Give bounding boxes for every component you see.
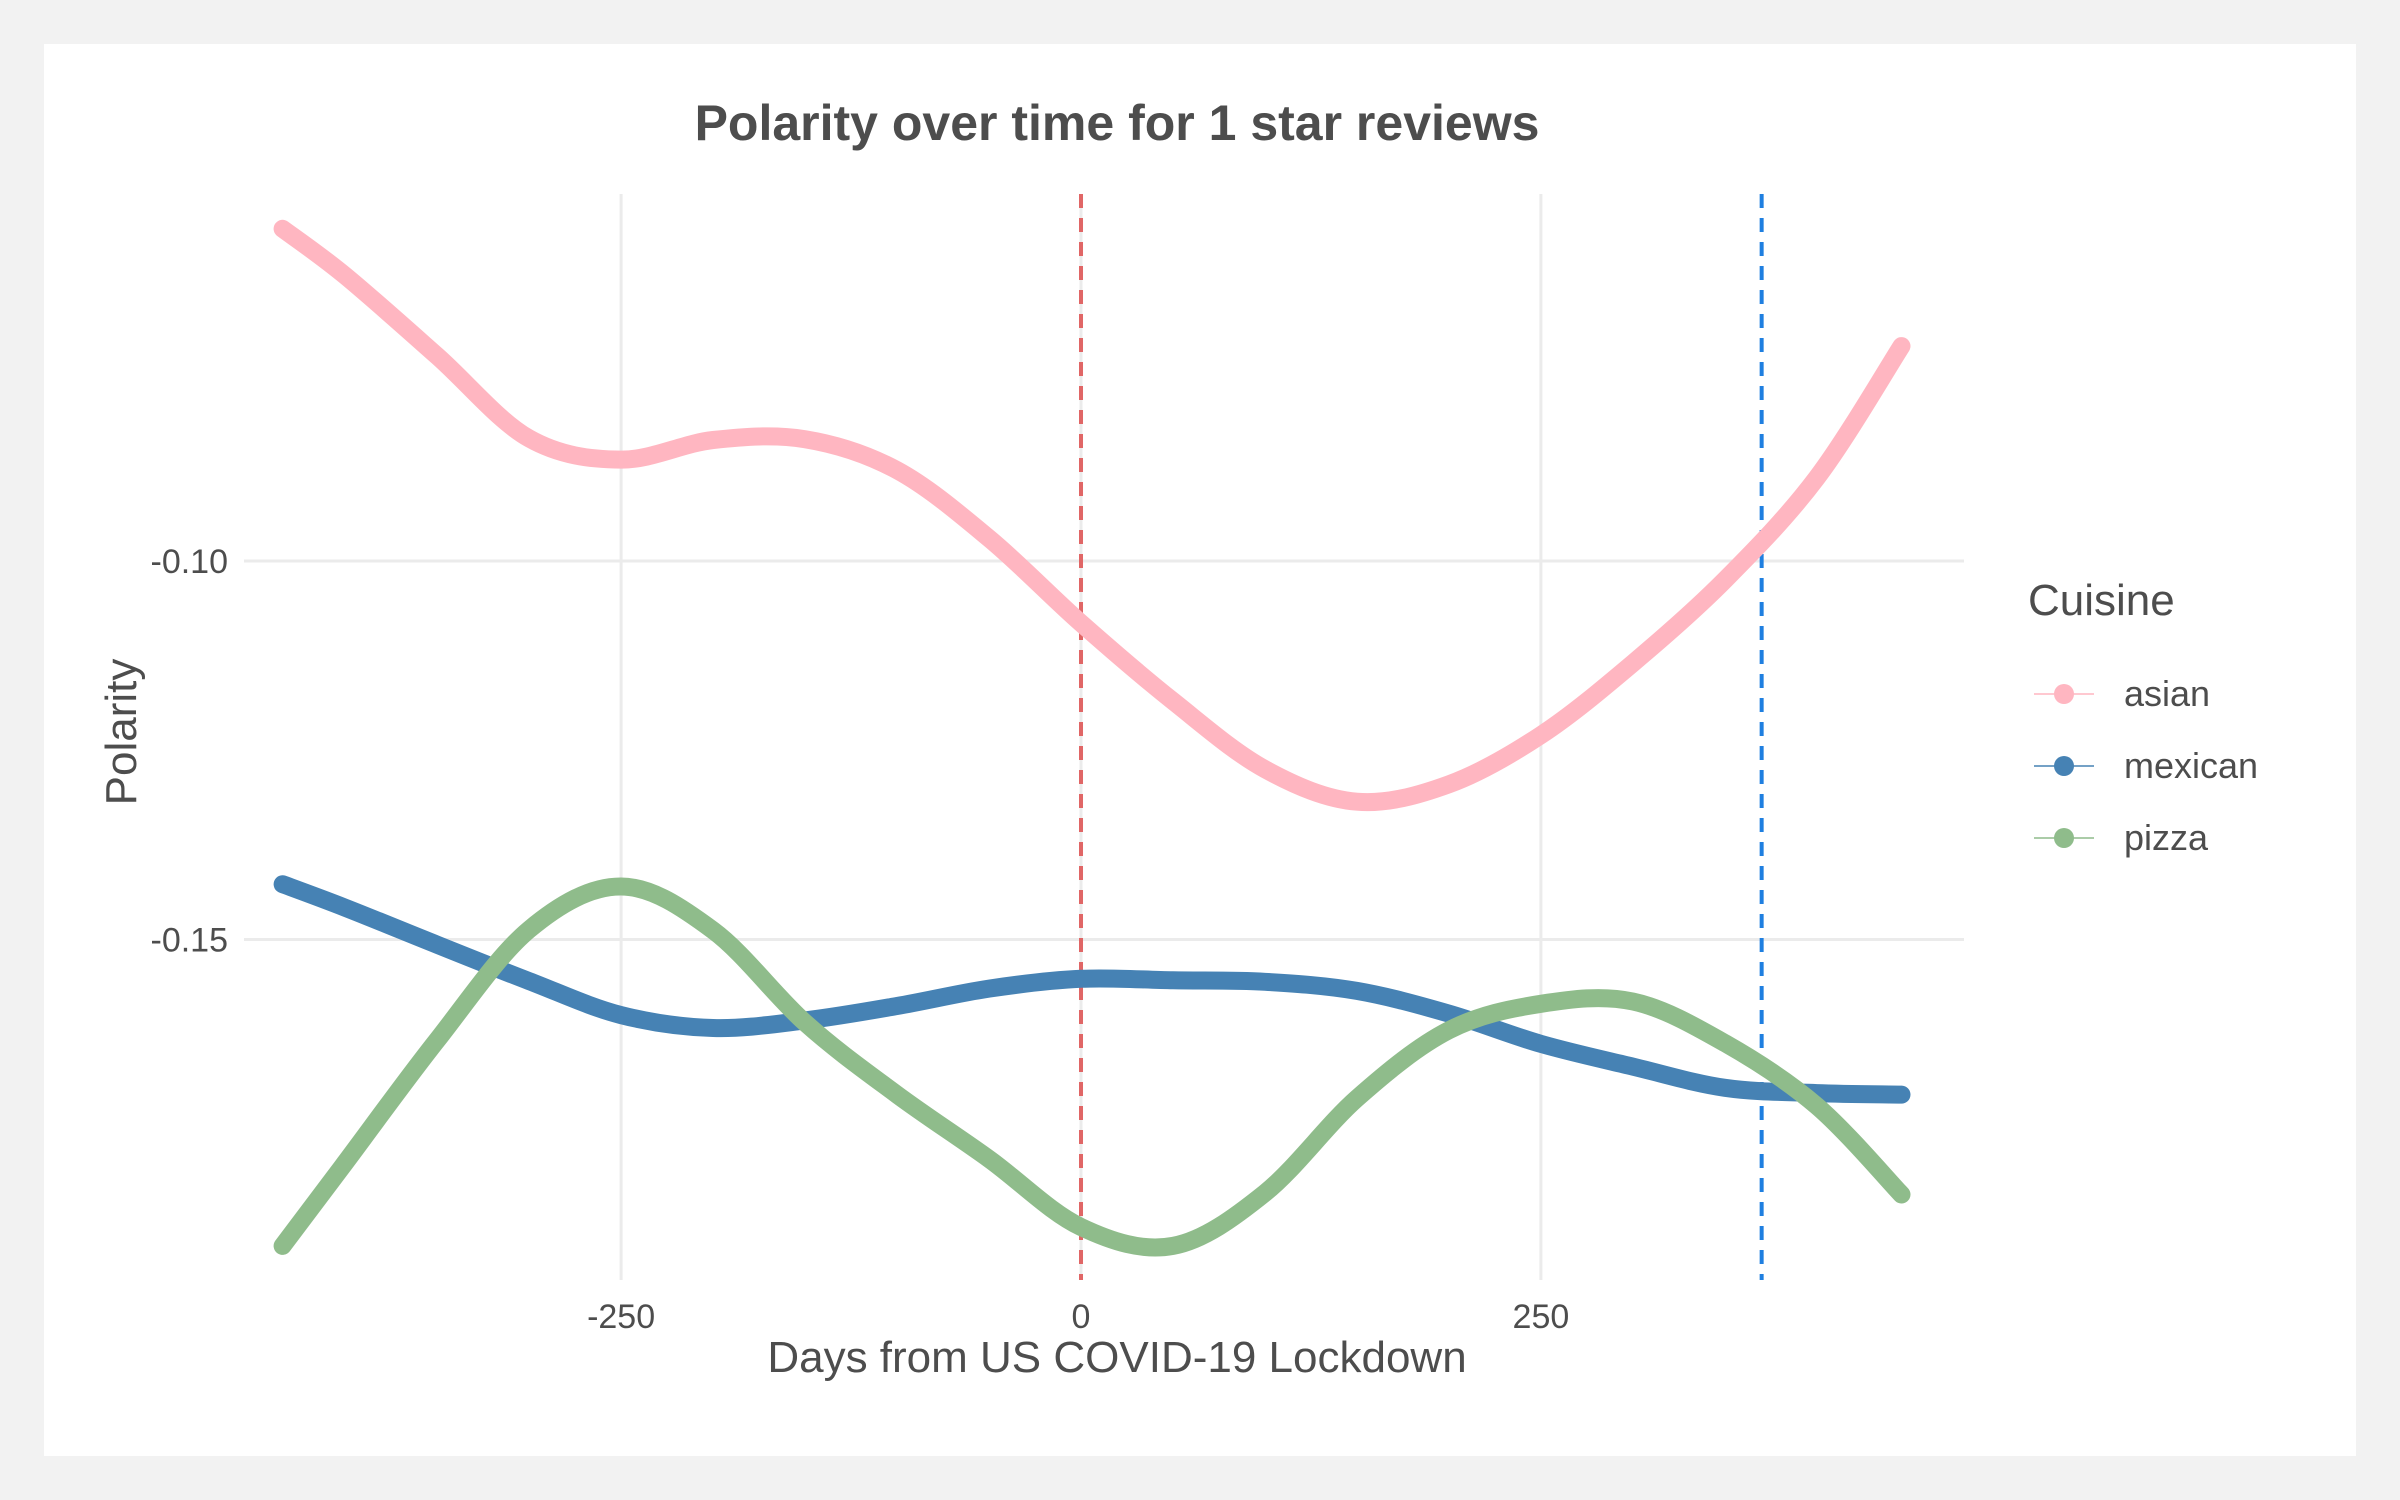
legend: Cuisine asian mexican pizza [2028, 576, 2258, 858]
y-axis-ticks: -0.10 -0.15 [151, 543, 229, 959]
legend-label-pizza: pizza [2124, 817, 2209, 858]
legend-label-mexican: mexican [2124, 745, 2258, 786]
chart-card: Polarity over time for 1 star reviews -2… [44, 44, 2356, 1456]
series-lines [273, 219, 1911, 1257]
y-axis-label: Polarity [97, 659, 146, 806]
legend-title: Cuisine [2028, 576, 2175, 625]
reference-lines [1079, 194, 1764, 1280]
grid [244, 194, 1964, 1280]
legend-key-dot-asian [2054, 684, 2074, 704]
x-tick-label-1: 0 [1072, 1298, 1091, 1336]
y-tick-label-1: -0.15 [151, 921, 229, 959]
x-axis-label: Days from US COVID-19 Lockdown [767, 1333, 1466, 1382]
x-tick-label-0: -250 [587, 1298, 655, 1336]
series-line-mexican [273, 875, 1911, 1104]
y-tick-label-0: -0.10 [151, 543, 229, 581]
chart-title: Polarity over time for 1 star reviews [695, 95, 1540, 151]
series-line-pizza [273, 877, 1911, 1257]
legend-label-asian: asian [2124, 673, 2210, 714]
line-chart: Polarity over time for 1 star reviews -2… [97, 95, 2258, 1382]
x-axis-ticks: -250 0 250 [587, 1298, 1569, 1336]
legend-key-dot-pizza [2054, 828, 2074, 848]
legend-key-dot-mexican [2054, 756, 2074, 776]
x-tick-label-2: 250 [1513, 1298, 1570, 1336]
series-line-asian [273, 219, 1911, 812]
